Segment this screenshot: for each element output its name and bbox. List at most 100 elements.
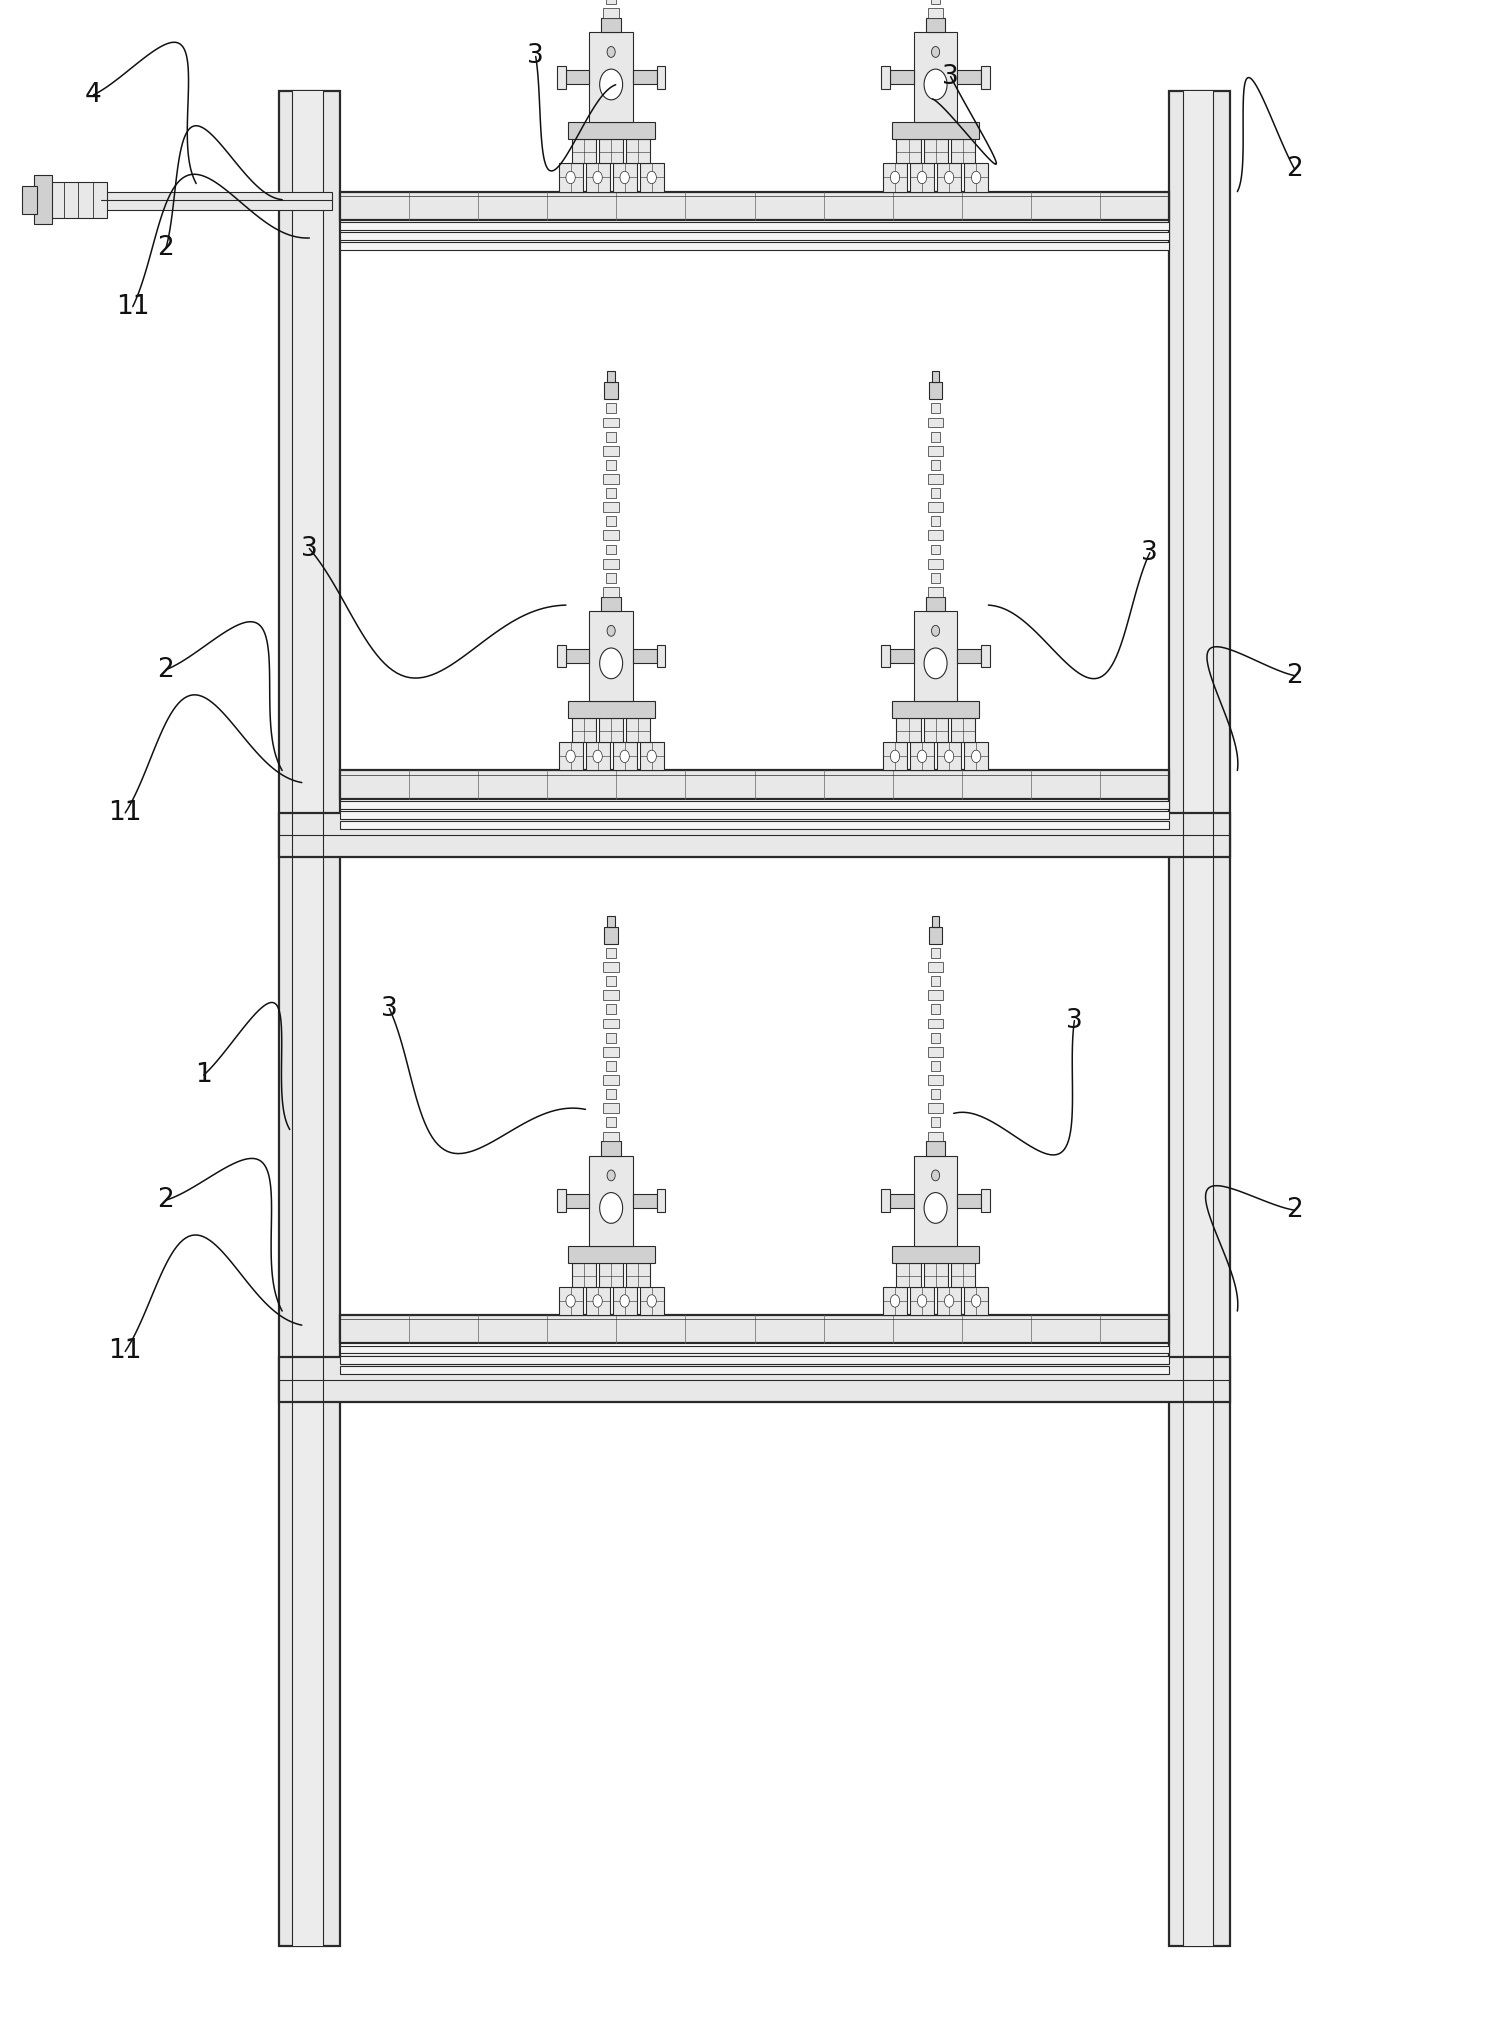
Bar [607, 0, 616, 4]
Bar [293, 91, 323, 1946]
Bar [883, 742, 907, 770]
Bar [931, 0, 940, 4]
Bar [928, 530, 943, 541]
Circle shape [917, 750, 927, 762]
Bar [607, 573, 616, 583]
Text: 2: 2 [157, 658, 175, 682]
Bar [604, 587, 619, 597]
Bar [931, 916, 940, 928]
Circle shape [599, 1192, 623, 1222]
Bar [340, 821, 1169, 829]
Bar [928, 1019, 943, 1029]
Bar [964, 1287, 988, 1315]
Bar [607, 432, 616, 442]
Circle shape [972, 1295, 981, 1307]
Bar [340, 770, 1169, 799]
Bar [279, 91, 340, 1946]
Text: 4: 4 [85, 83, 103, 107]
Bar [602, 1142, 620, 1156]
Bar [957, 1194, 981, 1208]
Bar [937, 742, 961, 770]
Circle shape [917, 171, 927, 184]
Bar [340, 242, 1169, 250]
Bar [931, 1033, 940, 1043]
Circle shape [607, 1170, 616, 1180]
Bar [585, 163, 610, 192]
Circle shape [924, 1192, 948, 1222]
Bar [951, 1263, 975, 1287]
Circle shape [647, 171, 656, 184]
Bar [928, 1047, 943, 1057]
Bar [1183, 91, 1213, 1946]
Bar [896, 718, 920, 742]
Bar [558, 742, 582, 770]
Bar [557, 67, 566, 89]
Bar [928, 990, 943, 1000]
Bar [928, 502, 943, 512]
Bar [50, 182, 107, 218]
Bar [607, 948, 616, 958]
Bar [557, 645, 566, 668]
Bar [607, 976, 616, 986]
Bar [604, 962, 619, 972]
Bar [604, 474, 619, 484]
Bar [585, 742, 610, 770]
Bar [604, 559, 619, 569]
Bar [640, 742, 664, 770]
Bar [567, 123, 655, 139]
Bar [602, 597, 620, 611]
Bar [928, 1132, 943, 1142]
Bar [892, 702, 979, 718]
Bar [604, 990, 619, 1000]
Bar [914, 611, 957, 702]
Bar [566, 649, 590, 664]
Bar [632, 71, 656, 85]
Bar [931, 488, 940, 498]
Bar [279, 1357, 1230, 1402]
Bar [607, 1117, 616, 1128]
Bar [914, 32, 957, 123]
Circle shape [917, 1295, 927, 1307]
Bar [590, 1156, 632, 1247]
Text: 11: 11 [116, 294, 149, 319]
Bar [896, 139, 920, 163]
Bar [931, 573, 940, 583]
Bar [566, 71, 590, 85]
Bar [928, 1103, 943, 1113]
Circle shape [945, 750, 954, 762]
Bar [931, 948, 940, 958]
Bar [931, 1089, 940, 1099]
Bar [35, 175, 53, 224]
Bar [101, 192, 332, 210]
Bar [558, 1287, 582, 1315]
Bar [572, 139, 596, 163]
Bar [607, 545, 616, 555]
Bar [279, 813, 1230, 857]
Bar [928, 418, 943, 428]
Bar [957, 649, 981, 664]
Bar [340, 801, 1169, 809]
Bar [567, 1247, 655, 1263]
Bar [626, 139, 650, 163]
Bar [604, 381, 619, 399]
Bar [557, 1190, 566, 1212]
Circle shape [607, 625, 616, 635]
Bar [931, 976, 940, 986]
Text: 3: 3 [527, 44, 545, 69]
Bar [632, 1194, 656, 1208]
Bar [1169, 91, 1230, 1946]
Bar [626, 1263, 650, 1287]
Circle shape [593, 171, 602, 184]
Bar [607, 916, 616, 928]
Circle shape [931, 1170, 940, 1180]
Text: 2: 2 [1286, 157, 1304, 182]
Circle shape [945, 1295, 954, 1307]
Circle shape [972, 171, 981, 184]
Bar [896, 1263, 920, 1287]
Bar [957, 71, 981, 85]
Bar [340, 192, 1169, 220]
Bar [604, 8, 619, 18]
Bar [604, 1075, 619, 1085]
Bar [604, 446, 619, 456]
Bar [613, 163, 637, 192]
